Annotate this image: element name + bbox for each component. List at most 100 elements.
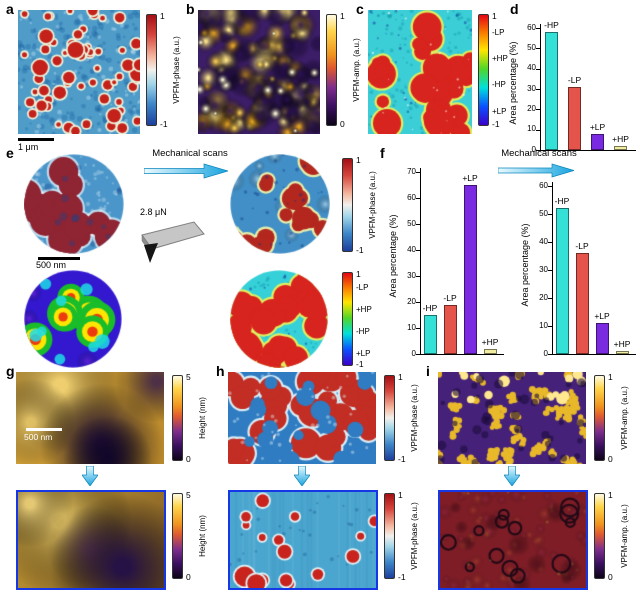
colorbar-min-label: 0 (608, 571, 613, 582)
colorbar-gradient (342, 158, 353, 252)
colorbar-gradient (594, 375, 605, 461)
panel-a-label: a (6, 1, 14, 17)
y-tick-label: 20 (527, 103, 536, 113)
y-tick (548, 298, 552, 299)
y-tick (416, 354, 420, 355)
y-tick (536, 48, 540, 50)
colorbar-gradient (384, 375, 395, 461)
colorbar-max-label: 1 (608, 372, 613, 382)
bar-label: +LP (594, 311, 610, 322)
y-tick (548, 270, 552, 271)
y-tick-label: 30 (527, 83, 536, 93)
y-tick (536, 89, 540, 90)
panel-e-label: e (6, 145, 14, 161)
y-tick (536, 129, 540, 131)
bar-label: +HP (612, 133, 629, 144)
y-tick-label: 10 (527, 124, 536, 134)
colorbar-title: Height (nm) (198, 397, 207, 439)
y-tick-label: 60 (527, 22, 536, 32)
colorbar-max-label: 1 (160, 11, 165, 21)
mechanical-scans-label-f: Mechanical scans (501, 148, 577, 159)
colorbar-max-label: 1 (356, 269, 361, 279)
y-tick-label: 50 (407, 218, 416, 228)
colorbar-max-label: 1 (356, 155, 361, 165)
colorbar-min-label: 0 (608, 453, 613, 464)
y-tick-label: 30 (407, 270, 416, 280)
colorbar-title: VPFM-phase (a.u.) (410, 384, 419, 452)
colorbar-max-label: 1 (340, 11, 345, 21)
y-tick-label: 20 (539, 292, 548, 302)
bar-+HP (615, 351, 629, 354)
panel-c-label: c (356, 1, 364, 17)
bar-label: -HP (554, 196, 570, 207)
colorbar-gradient (342, 272, 353, 366)
panel-f-label: f (380, 145, 385, 161)
panel-g-label: g (6, 363, 15, 379)
bar--HP (423, 315, 437, 354)
colorbar-state-label: +HP (356, 305, 372, 315)
panel-i-label: i (426, 363, 430, 379)
panel-a-scalebar (18, 138, 54, 141)
panel-g-colorbar-bottom: 5 0 Height (nm) (172, 491, 207, 581)
y-tick (416, 302, 420, 303)
panel-h-label: h (216, 363, 225, 379)
panel-a-image (18, 10, 140, 134)
colorbar-max-label: 1 (398, 372, 403, 382)
panel-g-scalebar-label: 500 nm (24, 432, 53, 442)
panel-d-chart: Area percentage (%) 0 10 20 30 40 50 60 -HP -LP +L… (508, 8, 638, 158)
colorbar-max-label: 5 (186, 372, 191, 382)
panel-c-colorbar: 1 -1 -LP +HP -HP +LP (478, 12, 508, 128)
panel-a-colorbar: 1 -1 VPFM-phase (a.u.) (146, 12, 181, 128)
bar--LP (575, 253, 589, 354)
colorbar-state-label: +LP (492, 106, 507, 116)
colorbar-min-label: -1 (356, 244, 364, 255)
colorbar-state-label: +LP (356, 349, 371, 359)
transition-arrow-h (294, 466, 310, 486)
bar-label: +LP (589, 121, 606, 132)
y-tick-label: 40 (539, 236, 548, 246)
panel-e-image-before-states (24, 270, 122, 368)
y-tick-label: 20 (407, 296, 416, 306)
bar-label: -LP (443, 292, 457, 303)
bar--HP (545, 32, 558, 150)
y-tick-label: 50 (539, 208, 548, 218)
colorbar-title: Height (nm) (198, 515, 207, 557)
bar-label: -HP (422, 303, 438, 313)
colorbar-state-label: -LP (492, 27, 505, 37)
x-axis (420, 354, 504, 355)
panel-h-image-after (228, 490, 378, 590)
colorbar-gradient (146, 14, 157, 126)
colorbar-min-label: -1 (492, 118, 500, 129)
y-tick (536, 68, 540, 70)
y-tick (548, 214, 552, 215)
panel-g-colorbar-top: 5 0 Height (nm) (172, 373, 207, 463)
bar-label: +HP (613, 339, 631, 350)
colorbar-state-label: -LP (356, 283, 369, 293)
colorbar-title: VPFM-phase (a.u.) (410, 502, 419, 570)
colorbar-min-label: 0 (186, 571, 191, 582)
y-tick-label: 10 (407, 322, 416, 332)
colorbar-title: VPFM-amp. (a.u.) (352, 38, 361, 102)
panel-i-image-after (438, 490, 588, 590)
y-tick (536, 109, 540, 111)
bar-+LP (591, 133, 604, 150)
y-tick-label: 0 (543, 348, 548, 358)
x-axis (540, 150, 636, 151)
panel-a-scalebar-label: 1 μm (18, 142, 39, 152)
colorbar-min-label: 0 (186, 453, 191, 464)
y-tick (416, 276, 420, 277)
panel-e-scalebar (38, 257, 80, 260)
colorbar-title: VPFM-amp. (a.u.) (620, 386, 629, 450)
afm-cantilever-icon (141, 221, 205, 263)
y-axis (552, 182, 553, 354)
panel-e-image-after-states (230, 270, 328, 368)
colorbar-max-label: 1 (608, 490, 613, 500)
panel-h-image-before (228, 372, 376, 464)
y-tick-label: 40 (527, 63, 536, 73)
panel-h-colorbar-bottom: 1 -1 VPFM-phase (a.u.) (384, 491, 419, 581)
colorbar-title: VPFM-phase (a.u.) (368, 171, 377, 239)
mechanical-scans-arrow-e (144, 163, 228, 179)
colorbar-gradient (594, 493, 605, 579)
colorbar-gradient (384, 493, 395, 579)
